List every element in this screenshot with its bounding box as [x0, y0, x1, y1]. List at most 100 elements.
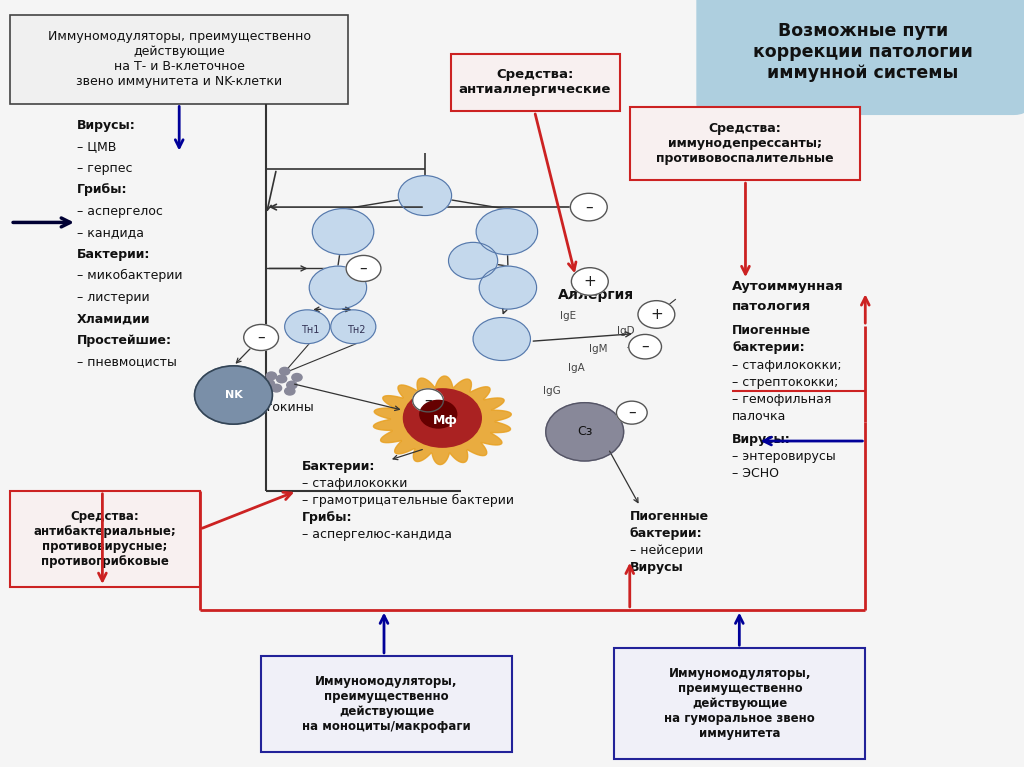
Text: ПСК: ПСК — [468, 263, 490, 273]
Text: Т-л: Т-л — [333, 291, 349, 301]
Circle shape — [479, 266, 537, 309]
Text: – аспергелюс-кандида: – аспергелюс-кандида — [302, 528, 452, 541]
Text: – энтеровирусы: – энтеровирусы — [732, 450, 836, 463]
Text: –: – — [424, 393, 432, 408]
Text: – аспергелос: – аспергелос — [77, 205, 163, 218]
Text: Сз: Сз — [577, 432, 593, 445]
Circle shape — [420, 400, 457, 428]
Circle shape — [476, 209, 538, 255]
Circle shape — [292, 374, 302, 381]
Text: Средства:
антиаллергические: Средства: антиаллергические — [459, 68, 611, 97]
Text: Мф: Мф — [433, 414, 458, 426]
Text: Пре-В-л: Пре-В-л — [488, 235, 531, 245]
Circle shape — [616, 401, 647, 424]
Circle shape — [276, 375, 287, 383]
Text: Пиогенные: Пиогенные — [630, 510, 709, 523]
Text: – пневмоцисты: – пневмоцисты — [77, 355, 177, 368]
Circle shape — [285, 310, 330, 344]
Text: Мф: Мф — [433, 420, 458, 433]
Text: Тн2: Тн2 — [347, 324, 366, 335]
Text: IgA: IgA — [568, 363, 585, 373]
Text: Иммуномодуляторы, преимущественно
действующие
на Т- и В-клеточное
звено иммуните: Иммуномодуляторы, преимущественно действ… — [48, 31, 310, 88]
Text: IgE: IgE — [560, 311, 577, 321]
Circle shape — [285, 387, 295, 395]
Text: – стафилококки;: – стафилококки; — [732, 359, 842, 372]
Text: IgM: IgM — [589, 344, 607, 354]
Text: Простейшие:: Простейшие: — [77, 334, 172, 347]
Text: NK: NK — [224, 390, 243, 400]
Text: палочка: палочка — [732, 410, 786, 423]
Text: ПлК: ПлК — [494, 336, 516, 346]
FancyBboxPatch shape — [261, 656, 512, 752]
Circle shape — [473, 318, 530, 360]
FancyBboxPatch shape — [630, 107, 860, 180]
Text: IgD: IgD — [617, 326, 635, 336]
FancyBboxPatch shape — [614, 648, 865, 759]
Circle shape — [271, 384, 282, 392]
Text: – стрептококки;: – стрептококки; — [732, 376, 839, 389]
FancyBboxPatch shape — [10, 15, 348, 104]
Circle shape — [449, 242, 498, 279]
Text: Тн1: Тн1 — [301, 324, 319, 335]
Circle shape — [309, 266, 367, 309]
Text: –: – — [257, 330, 265, 345]
Text: Средства:
антибактериальные;
противовирусные;
противогрибковые: Средства: антибактериальные; противовиру… — [34, 510, 176, 568]
Circle shape — [629, 334, 662, 359]
Circle shape — [570, 193, 607, 221]
Text: –: – — [585, 199, 593, 215]
Text: Бактерии:: Бактерии: — [302, 460, 376, 473]
Text: – гемофильная: – гемофильная — [732, 393, 831, 406]
Text: Пред-п: Пред-п — [327, 235, 366, 245]
Text: – нейсерии: – нейсерии — [630, 544, 703, 557]
Text: –: – — [628, 405, 636, 420]
Circle shape — [312, 209, 374, 255]
Text: Аллергия: Аллергия — [558, 288, 634, 301]
Text: – листерии: – листерии — [77, 291, 150, 304]
Text: – грамотрицательные бактерии: – грамотрицательные бактерии — [302, 494, 514, 507]
Circle shape — [264, 380, 274, 387]
Circle shape — [331, 310, 376, 344]
Text: Вирусы:: Вирусы: — [732, 433, 791, 446]
Text: Сз: Сз — [577, 426, 593, 438]
Circle shape — [287, 381, 297, 389]
Circle shape — [244, 324, 279, 351]
Text: патология: патология — [732, 300, 811, 313]
Circle shape — [280, 367, 290, 375]
Text: IgG: IgG — [543, 386, 560, 396]
Text: Вирусы: Вирусы — [630, 561, 683, 574]
Text: – кандида: – кандида — [77, 226, 143, 239]
Text: Грибы:: Грибы: — [302, 511, 352, 524]
Text: +: + — [584, 274, 596, 289]
Text: бактерии:: бактерии: — [630, 527, 702, 540]
Text: Иммуномодуляторы,
преимущественно
действующие
на моноциты/макрофаги: Иммуномодуляторы, преимущественно действ… — [302, 675, 471, 732]
Text: +: + — [650, 307, 663, 322]
FancyBboxPatch shape — [451, 54, 620, 111]
Text: – ЭСНО: – ЭСНО — [732, 467, 779, 480]
FancyBboxPatch shape — [10, 491, 200, 587]
Text: Пиогенные: Пиогенные — [732, 324, 811, 337]
Text: Бактерии:: Бактерии: — [77, 248, 151, 261]
Text: Грибы:: Грибы: — [77, 183, 127, 196]
FancyBboxPatch shape — [696, 0, 1024, 115]
Text: – ЦМВ: – ЦМВ — [77, 140, 116, 153]
Text: –: – — [359, 261, 368, 276]
Text: – стафилококки: – стафилококки — [302, 477, 408, 490]
Circle shape — [546, 403, 624, 461]
Circle shape — [398, 176, 452, 216]
Circle shape — [403, 389, 481, 447]
Text: – герпес: – герпес — [77, 162, 132, 175]
Text: Вирусы:: Вирусы: — [77, 119, 135, 132]
Text: Аутоиммунная: Аутоиммунная — [732, 280, 844, 293]
Circle shape — [571, 268, 608, 295]
Circle shape — [413, 389, 443, 412]
Circle shape — [638, 301, 675, 328]
Text: – микобактерии: – микобактерии — [77, 269, 182, 282]
Text: Иммуномодуляторы,
преимущественно
действующие
на гуморальное звено
иммунитета: Иммуномодуляторы, преимущественно действ… — [665, 667, 815, 740]
Text: В-л: В-л — [501, 291, 519, 301]
Text: Возможные пути
коррекции патологии
иммунной системы: Возможные пути коррекции патологии иммун… — [753, 22, 973, 81]
Text: бактерии:: бактерии: — [732, 341, 805, 354]
Text: NK: NK — [224, 397, 243, 407]
Text: Хламидии: Хламидии — [77, 312, 151, 325]
Circle shape — [195, 366, 272, 424]
Text: –: – — [641, 339, 649, 354]
